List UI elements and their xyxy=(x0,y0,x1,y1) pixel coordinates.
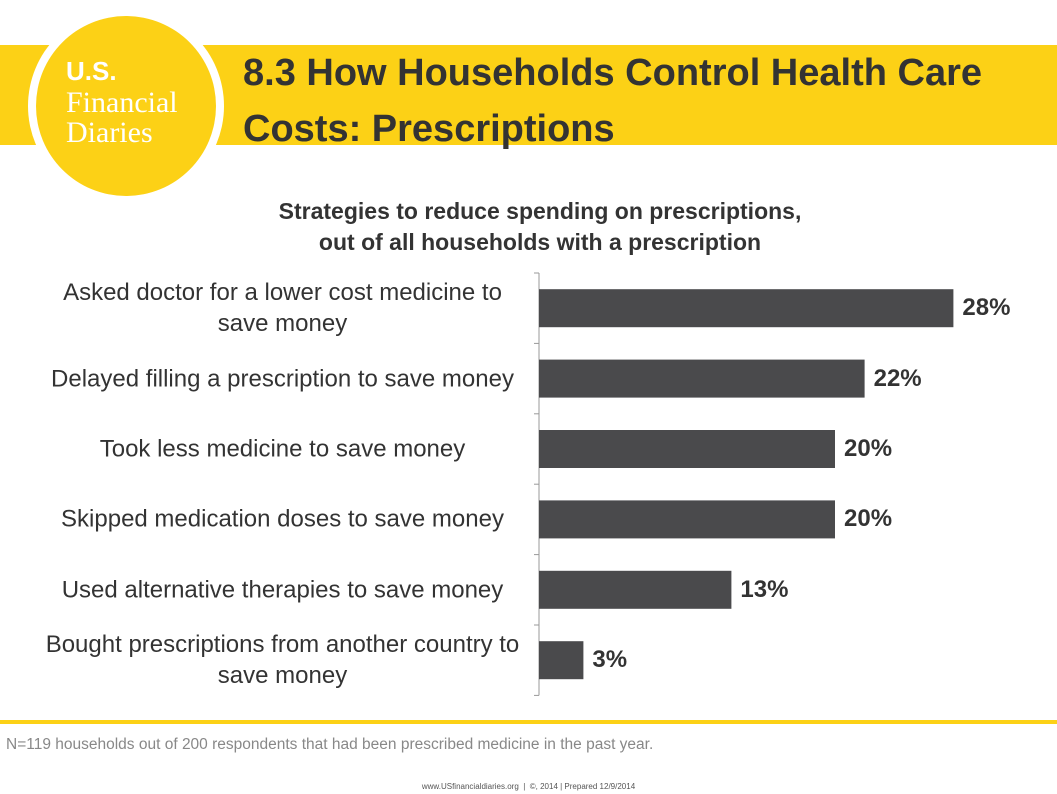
value-label: 3% xyxy=(592,646,628,674)
bar xyxy=(539,570,732,609)
value-label: 20% xyxy=(844,435,893,462)
bar xyxy=(539,430,835,468)
category-label: Asked doctor for a lower cost medicine t… xyxy=(63,279,502,338)
page-title: 8.3 How Households Control Health Care C… xyxy=(243,52,982,150)
category-label: Took less medicine to save money xyxy=(99,435,466,463)
value-label: 20% xyxy=(844,505,893,533)
chart-title: Strategies to reduce spending on prescri… xyxy=(278,198,802,255)
logo-text: Financial xyxy=(66,86,178,119)
logo-text: Diaries xyxy=(66,116,153,149)
logo xyxy=(36,16,216,196)
category-label: Delayed filling a prescription to save m… xyxy=(51,365,514,393)
category-label: Bought prescriptions from another countr… xyxy=(45,631,520,690)
value-label: 28% xyxy=(962,294,1011,322)
value-label: 22% xyxy=(873,364,922,392)
bar xyxy=(539,359,865,398)
logo-text: U.S. xyxy=(66,56,117,86)
bar xyxy=(539,641,584,680)
divider xyxy=(0,720,1057,724)
bar xyxy=(539,500,835,539)
category-label: Used alternative therapies to save money xyxy=(61,576,504,604)
value-label: 13% xyxy=(740,575,789,603)
footnote: N=119 households out of 200 respondents … xyxy=(6,736,654,753)
category-label: Skipped medication doses to save money xyxy=(61,505,504,533)
footer: www.USfinancialdiaries.org | ©, 2014 | P… xyxy=(421,782,636,791)
bar xyxy=(539,289,954,328)
